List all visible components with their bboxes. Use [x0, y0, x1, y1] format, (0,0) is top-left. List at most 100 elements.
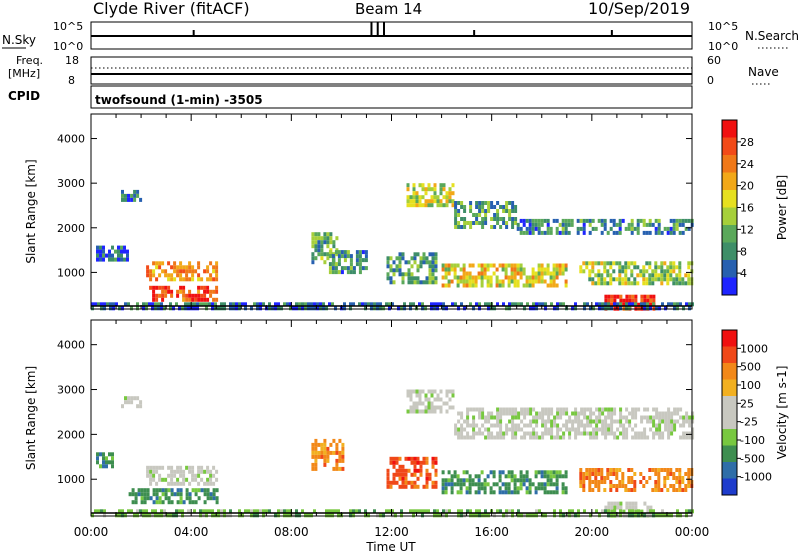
echo-cell [514, 407, 518, 412]
echo-cell [564, 279, 568, 284]
echo-cell [628, 423, 632, 428]
echo-cell [401, 476, 405, 481]
echo-cell [404, 472, 408, 477]
echo-cell [304, 306, 307, 311]
echo-cell [314, 450, 318, 455]
echo-cell [646, 415, 650, 420]
echo-cell [598, 419, 602, 424]
echo-cell [212, 465, 216, 470]
echo-cell [311, 450, 315, 455]
echo-cell [197, 481, 201, 486]
echo-cell [657, 488, 661, 492]
echo-cell [591, 480, 595, 484]
echo-cell [191, 477, 195, 482]
echo-cell [430, 393, 434, 398]
echo-cell [320, 252, 324, 257]
echo-cell [453, 474, 457, 479]
echo-cell [388, 509, 391, 514]
echo-cell [389, 276, 393, 281]
echo-cell [412, 509, 415, 514]
echo-cell [376, 513, 379, 518]
echo-cell [146, 465, 150, 470]
echo-cell [597, 484, 601, 488]
echo-cell [537, 275, 541, 280]
echo-cell [406, 393, 410, 398]
echo-cell [658, 427, 662, 432]
echo-cell [430, 401, 434, 406]
echo-cell [439, 191, 443, 196]
echo-cell [203, 469, 207, 474]
echo-cell [149, 269, 153, 274]
echo-cell [499, 225, 503, 229]
echo-cell [152, 273, 156, 278]
echo-cell [472, 213, 476, 217]
echo-cell [649, 415, 653, 420]
echo-cell [607, 501, 611, 506]
echo-cell [516, 222, 520, 227]
echo-cell [471, 283, 475, 288]
echo-cell [591, 472, 595, 476]
echo-cell [428, 268, 432, 273]
echo-cell [416, 468, 420, 473]
echo-cell [501, 470, 505, 475]
echo-cell [431, 280, 435, 285]
echo-cell [364, 513, 367, 518]
echo-cell [487, 306, 490, 311]
echo-cell [505, 423, 509, 428]
echo-cell [652, 513, 655, 518]
echo-cell [643, 513, 646, 518]
echo-cell [158, 477, 162, 482]
echo-cell [589, 407, 593, 412]
echo-cell [341, 446, 345, 451]
echo-cell [173, 492, 177, 497]
echo-cell [531, 283, 535, 288]
echo-cell [169, 306, 172, 311]
echo-cell [314, 466, 318, 471]
echo-cell [466, 419, 470, 424]
echo-cell [613, 298, 617, 303]
echo-cell [490, 205, 494, 209]
echo-cell [428, 252, 432, 257]
echo-cell [445, 409, 449, 414]
echo-cell [666, 472, 670, 476]
echo-cell [636, 230, 640, 235]
echo-cell [651, 488, 655, 492]
echo-cell [636, 265, 640, 270]
echo-cell [320, 248, 324, 253]
echo-cell [628, 505, 632, 510]
echo-cell [646, 505, 650, 510]
echo-cell [625, 306, 628, 311]
echo-cell [586, 431, 590, 436]
echo-cell [439, 405, 443, 410]
echo-cell [507, 470, 511, 475]
echo-cell [537, 486, 541, 491]
echo-cell [433, 409, 437, 414]
echo-cell [448, 397, 452, 402]
echo-cell [580, 423, 584, 428]
echo-cell [460, 225, 464, 229]
echo-cell [445, 401, 449, 406]
echo-cell [203, 297, 207, 302]
echo-cell [468, 263, 472, 268]
echo-cell [179, 289, 183, 294]
echo-cell [523, 431, 527, 436]
echo-cell [669, 277, 673, 282]
echo-cell [436, 397, 440, 402]
echo-cell [534, 490, 538, 495]
echo-cell [616, 302, 619, 307]
echo-cell [685, 435, 689, 440]
echo-cell [456, 279, 460, 284]
echo-cell [559, 513, 562, 518]
echo-cell [652, 298, 656, 303]
echo-cell [459, 267, 463, 272]
echo-cell [481, 415, 485, 420]
nsearch-label: N.Search [745, 29, 799, 43]
echo-cell [475, 217, 479, 221]
echo-cell [630, 230, 634, 235]
echo-cell [652, 509, 655, 514]
echo-cell [546, 283, 550, 288]
echo-cell [510, 279, 514, 284]
echo-cell [203, 269, 207, 274]
echo-cell [419, 264, 423, 269]
echo-cell [444, 490, 448, 495]
